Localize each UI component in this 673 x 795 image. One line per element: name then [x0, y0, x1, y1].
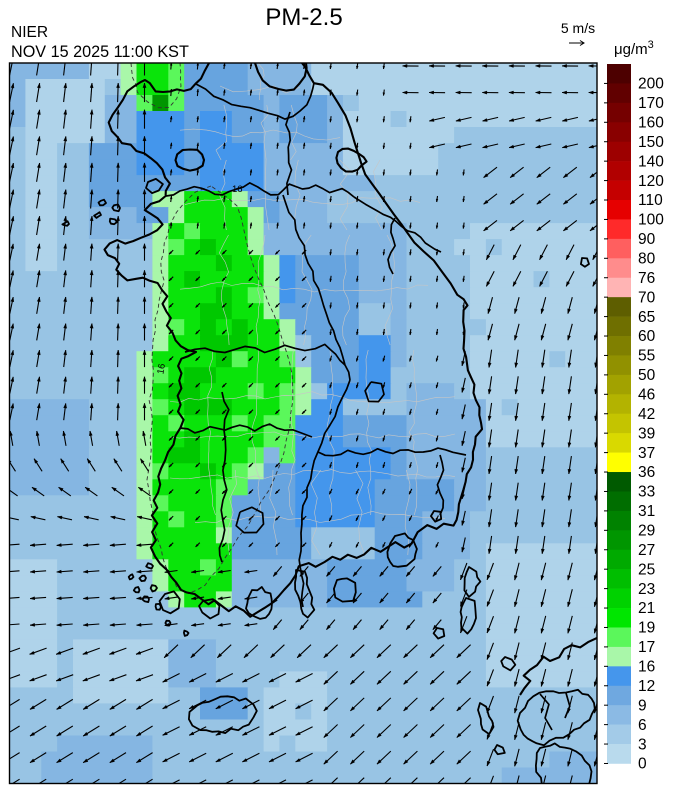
svg-text:110: 110: [638, 192, 663, 209]
svg-text:80: 80: [638, 251, 656, 268]
svg-text:150: 150: [638, 134, 664, 151]
svg-text:29: 29: [638, 523, 655, 540]
svg-text:μg/m3: μg/m3: [614, 39, 654, 58]
svg-text:9: 9: [638, 697, 647, 714]
svg-text:17: 17: [638, 639, 655, 656]
svg-text:160: 160: [638, 114, 664, 131]
svg-text:120: 120: [638, 173, 664, 190]
svg-text:60: 60: [638, 328, 656, 345]
svg-text:76: 76: [638, 270, 655, 287]
svg-text:6: 6: [638, 717, 647, 734]
svg-text:46: 46: [638, 387, 655, 404]
svg-text:12: 12: [638, 678, 655, 695]
svg-text:21: 21: [638, 600, 655, 617]
svg-text:0: 0: [638, 756, 647, 773]
svg-text:140: 140: [638, 153, 664, 170]
svg-text:31: 31: [638, 503, 655, 520]
svg-text:19: 19: [638, 620, 655, 637]
svg-text:33: 33: [638, 484, 655, 501]
svg-text:3: 3: [638, 736, 647, 753]
svg-text:55: 55: [638, 348, 655, 365]
svg-text:25: 25: [638, 561, 655, 578]
svg-text:50: 50: [638, 367, 656, 384]
svg-text:36: 36: [638, 464, 655, 481]
svg-text:200: 200: [638, 76, 664, 93]
svg-text:23: 23: [638, 581, 655, 598]
svg-text:16: 16: [638, 659, 655, 676]
svg-text:170: 170: [638, 95, 664, 112]
svg-text:39: 39: [638, 425, 655, 442]
svg-text:65: 65: [638, 309, 655, 326]
svg-text:37: 37: [638, 445, 655, 462]
svg-text:16: 16: [155, 363, 168, 375]
svg-text:27: 27: [638, 542, 655, 559]
svg-text:90: 90: [638, 231, 656, 248]
svg-text:42: 42: [638, 406, 655, 423]
svg-text:100: 100: [638, 212, 664, 229]
svg-text:70: 70: [638, 289, 656, 306]
